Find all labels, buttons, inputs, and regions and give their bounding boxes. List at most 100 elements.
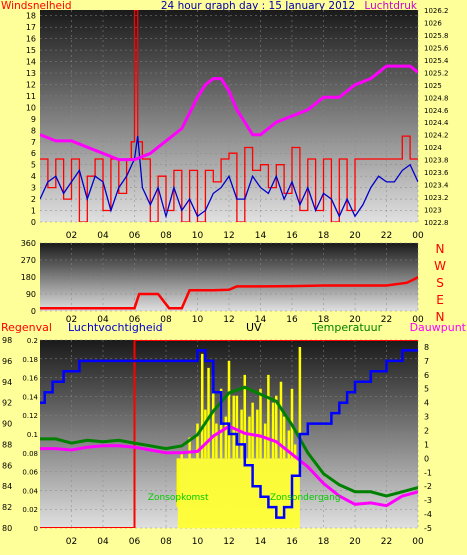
x-tick-label: 12 [223,315,234,325]
wind-tick-label: 4 [31,172,36,181]
x-tick-label: 12 [223,537,234,547]
x-tick-label: 06 [129,315,141,325]
wind-tick-label: 0 [31,218,36,227]
temperature-tick-label: 8 [424,343,429,352]
humidity-tick-label: 94 [2,378,12,387]
pressure-tick-label: 1025.8 [424,32,449,40]
direction-tick-label: 0 [31,307,36,316]
pressure-tick-label: 1025.2 [424,69,449,77]
x-tick-label: 16 [286,537,298,547]
sunrise-label: Zonsopkomst [148,493,209,503]
x-tick-label: 14 [255,315,267,325]
x-tick-label: 16 [286,231,298,241]
wind-tick-label: 3 [31,184,36,193]
right-axis-label-pressure: Luchtdruk [364,0,418,12]
grid-panel-2 [40,242,419,312]
pressure-tick-label: 1022.8 [424,219,449,227]
direction-axis-ticks: 0 90 180 270 360 [21,239,36,316]
temperature-tick-label: -1 [424,468,432,477]
series-temperature [40,385,418,498]
temperature-tick-label: 7 [424,357,429,366]
pressure-tick-label: 1026.2 [424,7,449,15]
x-tick-label: 02 [66,315,77,325]
x-tick-label: 08 [160,231,172,241]
wind-tick-label: 17 [26,23,36,32]
rain-tick-label: 0.1 [27,431,38,439]
direction-tick-label: 270 [21,256,36,265]
rain-tick-label: 0.02 [22,506,38,514]
legend-humidity: Luchtvochtigheid [68,321,163,334]
legend-rain: Regenval [1,321,52,334]
humidity-tick-label: 96 [2,357,12,366]
rain-tick-label: 0.16 [22,375,38,383]
left-axis-label-wind: Windsnelheid [1,0,72,12]
wind-tick-label: 7 [31,138,36,147]
humidity-tick-label: 84 [2,482,12,491]
rain-axis-ticks: 0 0.02 0.04 0.06 0.08 0.1 0.12 0.14 0.16 0.18 0.2 [22,337,38,533]
series-wind-direction [40,275,418,310]
compass-label: E [436,293,444,307]
x-tick-label: 22 [381,537,392,547]
compass-label: N [436,310,445,324]
wind-tick-label: 13 [26,69,36,78]
x-tick-label: 00 [412,231,424,241]
x-tick-label: 04 [97,231,109,241]
wind-tick-label: 6 [31,149,36,158]
pressure-tick-label: 1025.6 [424,44,449,52]
x-tick-label: 18 [318,537,330,547]
x-tick-label: 10 [192,231,204,241]
x-tick-label: 14 [255,231,267,241]
pressure-tick-label: 1024.2 [424,132,449,140]
wind-tick-label: 12 [26,80,36,89]
x-tick-label: 10 [192,315,204,325]
temperature-tick-label: 2 [424,427,429,436]
compass-label: W [434,259,446,273]
x-tick-label: 20 [349,231,361,241]
legend-uv: UV [246,321,262,334]
direction-tick-label: 180 [21,273,36,282]
x-tick-label: 14 [255,537,267,547]
rain-tick-label: 0.14 [22,393,38,401]
pressure-axis-ticks: 1022.8 1023 1023.2 1023.4 1023.6 1023.8 1024 10… [424,7,449,227]
x-tick-label: 20 [349,537,361,547]
humidity-tick-label: 90 [2,420,12,429]
pressure-tick-label: 1023 [424,207,442,215]
wind-tick-label: 2 [31,195,36,204]
pressure-tick-label: 1023.8 [424,157,449,165]
rain-tick-label: 0.12 [22,412,38,420]
humidity-tick-label: 86 [2,461,12,470]
humidity-tick-label: 80 [2,524,12,533]
x-tick-label: 08 [160,537,172,547]
legend-dewpoint: Dauwpunt [410,321,467,334]
x-tick-label: 18 [318,315,330,325]
x-tick-label: 00 [412,537,424,547]
x-tick-label: 22 [381,231,392,241]
direction-tick-label: 360 [21,239,36,248]
temperature-tick-label: 0 [424,454,429,463]
wind-tick-label: 5 [31,161,36,170]
sunset-label: Zonsondergang [270,493,341,503]
compass-label: S [436,276,444,290]
pressure-tick-label: 1023.2 [424,194,449,202]
direction-tick-label: 90 [26,290,36,299]
x-tick-label: 18 [318,231,330,241]
humidity-tick-label: 98 [2,336,12,345]
x-tick-label: 00 [412,315,424,325]
wind-tick-label: 8 [31,126,36,135]
x-tick-label: 16 [286,315,298,325]
pressure-tick-label: 1025.4 [424,57,449,65]
wind-tick-label: 10 [26,103,36,112]
humidity-tick-label: 88 [2,440,12,449]
rain-tick-label: 0 [34,525,38,533]
chart-title: 24 hour graph day : 15 January 2012 [161,0,355,12]
temperature-tick-label: 6 [424,371,429,380]
x-tick-label: 02 [66,537,77,547]
temperature-tick-label: -4 [424,510,432,519]
temperature-tick-label: 4 [424,399,429,408]
x-tick-label: 12 [223,231,234,241]
x-tick-label: 08 [160,315,172,325]
x-tick-label: 22 [381,315,392,325]
wind-tick-label: 15 [26,46,36,55]
